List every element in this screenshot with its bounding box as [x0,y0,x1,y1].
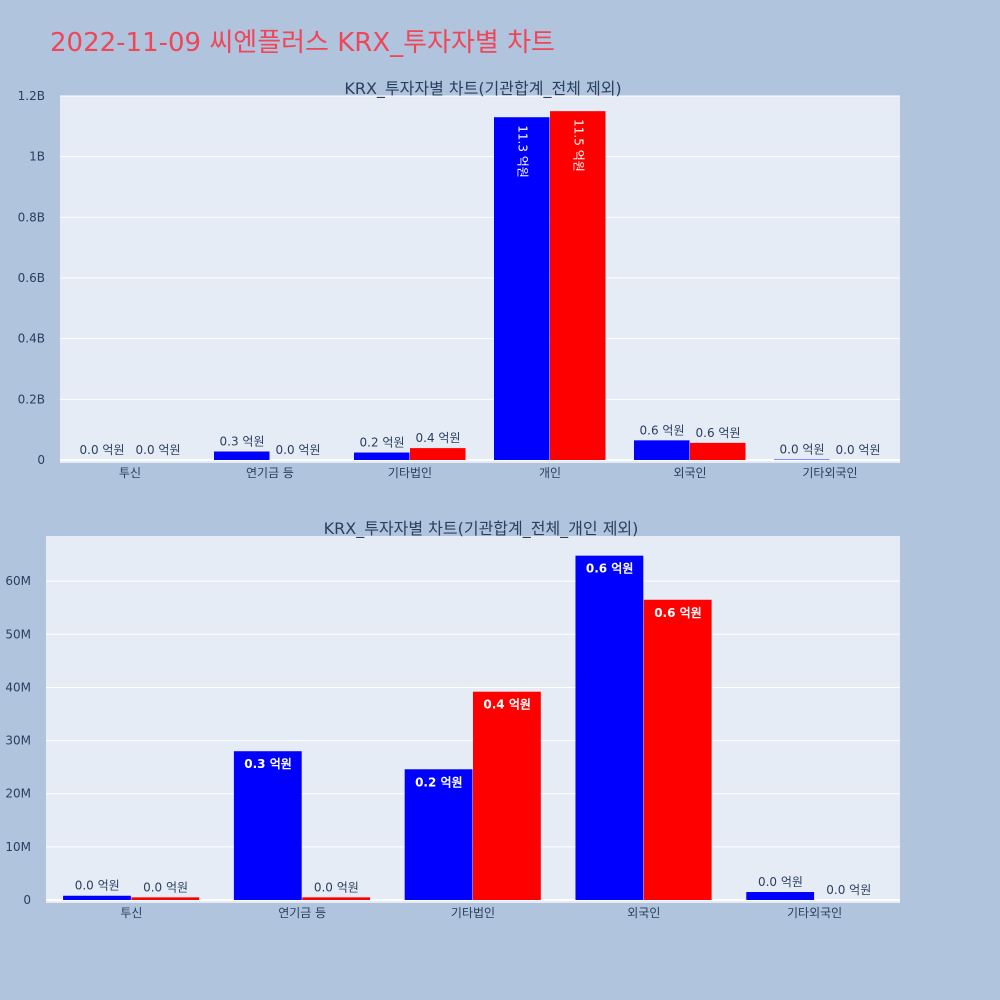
x-tick-label: 투신 [120,906,142,920]
data-label: 0.4 억원 [416,431,461,445]
chart-title: KRX_투자자별 차트(기관합계_전체 제외) [344,79,621,99]
bar [63,895,131,900]
bar [494,117,550,460]
y-tick-label: 20M [5,787,31,801]
data-label: 0.0 억원 [826,883,871,897]
y-tick-label: 10M [5,840,31,854]
x-tick-label: 개인 [539,466,561,480]
bar [233,751,302,900]
y-tick-label: 50M [5,627,31,641]
y-tick-label: 0.2B [18,392,45,406]
bar [746,892,815,900]
data-label: 0.0 억원 [276,443,321,457]
data-label: 0.6 억원 [696,426,741,440]
data-label: 0.6 억원 [654,606,702,620]
x-tick-label: 연기금 등 [246,466,294,480]
data-label: 0.4 억원 [483,698,531,712]
y-tick-label: 0.4B [18,332,45,346]
bar [473,691,541,900]
chart-2: 0 10M 20M 30M 40M 50M 60M KRX_투자자별 차트(기관합계_전체_개… [5,519,900,920]
data-label: 11.5 억원 [572,119,586,172]
y-tick-label: 0.6B [18,271,45,285]
data-label: 0.0 억원 [836,443,881,457]
data-label: 0.2 억원 [415,775,463,789]
chart-title: KRX_투자자별 차트(기관합계_전체_개인 제외) [324,519,639,539]
x-tick-label: 투신 [119,466,141,480]
data-label: 0.0 억원 [758,875,803,889]
page-title: 2022-11-09 씨엔플러스 KRX_투자자별 차트 [50,28,555,58]
data-label: 0.2 억원 [360,436,405,450]
data-label: 0.0 억원 [314,880,359,894]
bar [354,452,410,460]
y-tick-label: 30M [5,734,31,748]
y-tick-label: 60M [5,574,31,588]
x-tick-label: 기타법인 [388,466,432,480]
data-label: 0.3 억원 [244,757,292,771]
data-label: 11.3 억원 [516,125,530,178]
x-tick-label: 연기금 등 [278,906,326,920]
plot-background [60,96,900,463]
bar [302,897,371,900]
bar [214,451,270,460]
x-tick-label: 기타외국인 [802,466,857,480]
x-tick-label: 기타외국인 [787,906,842,920]
data-label: 0.3 억원 [220,435,265,449]
x-tick-label: 외국인 [673,466,706,480]
bar [690,442,746,460]
chart-1: 0 0.2B 0.4B 0.6B 0.8B 1B 1.2B KRX_투자자별 차트(기관합계_… [18,79,900,480]
bar [131,897,200,900]
data-label: 0.6 억원 [586,562,634,576]
y-tick-label: 40M [5,680,31,694]
data-label: 0.0 억원 [143,880,188,894]
x-tick-label: 외국인 [627,906,660,920]
y-tick-label: 1.2B [18,89,45,103]
data-label: 0.0 억원 [80,443,125,457]
y-tick-label: 0 [23,893,31,907]
data-label: 0.6 억원 [640,423,685,437]
data-label: 0.0 억원 [75,879,120,893]
bar [550,111,606,461]
y-tick-label: 1B [29,150,45,164]
bar [575,555,644,900]
y-tick-label: 0.8B [18,210,45,224]
data-label: 0.0 억원 [780,443,825,457]
y-tick-label: 0 [37,453,45,467]
bar [643,599,712,900]
data-label: 0.0 억원 [136,443,181,457]
bar [634,440,690,460]
bar [404,769,473,900]
x-tick-label: 기타법인 [451,906,495,920]
bar [410,448,466,460]
